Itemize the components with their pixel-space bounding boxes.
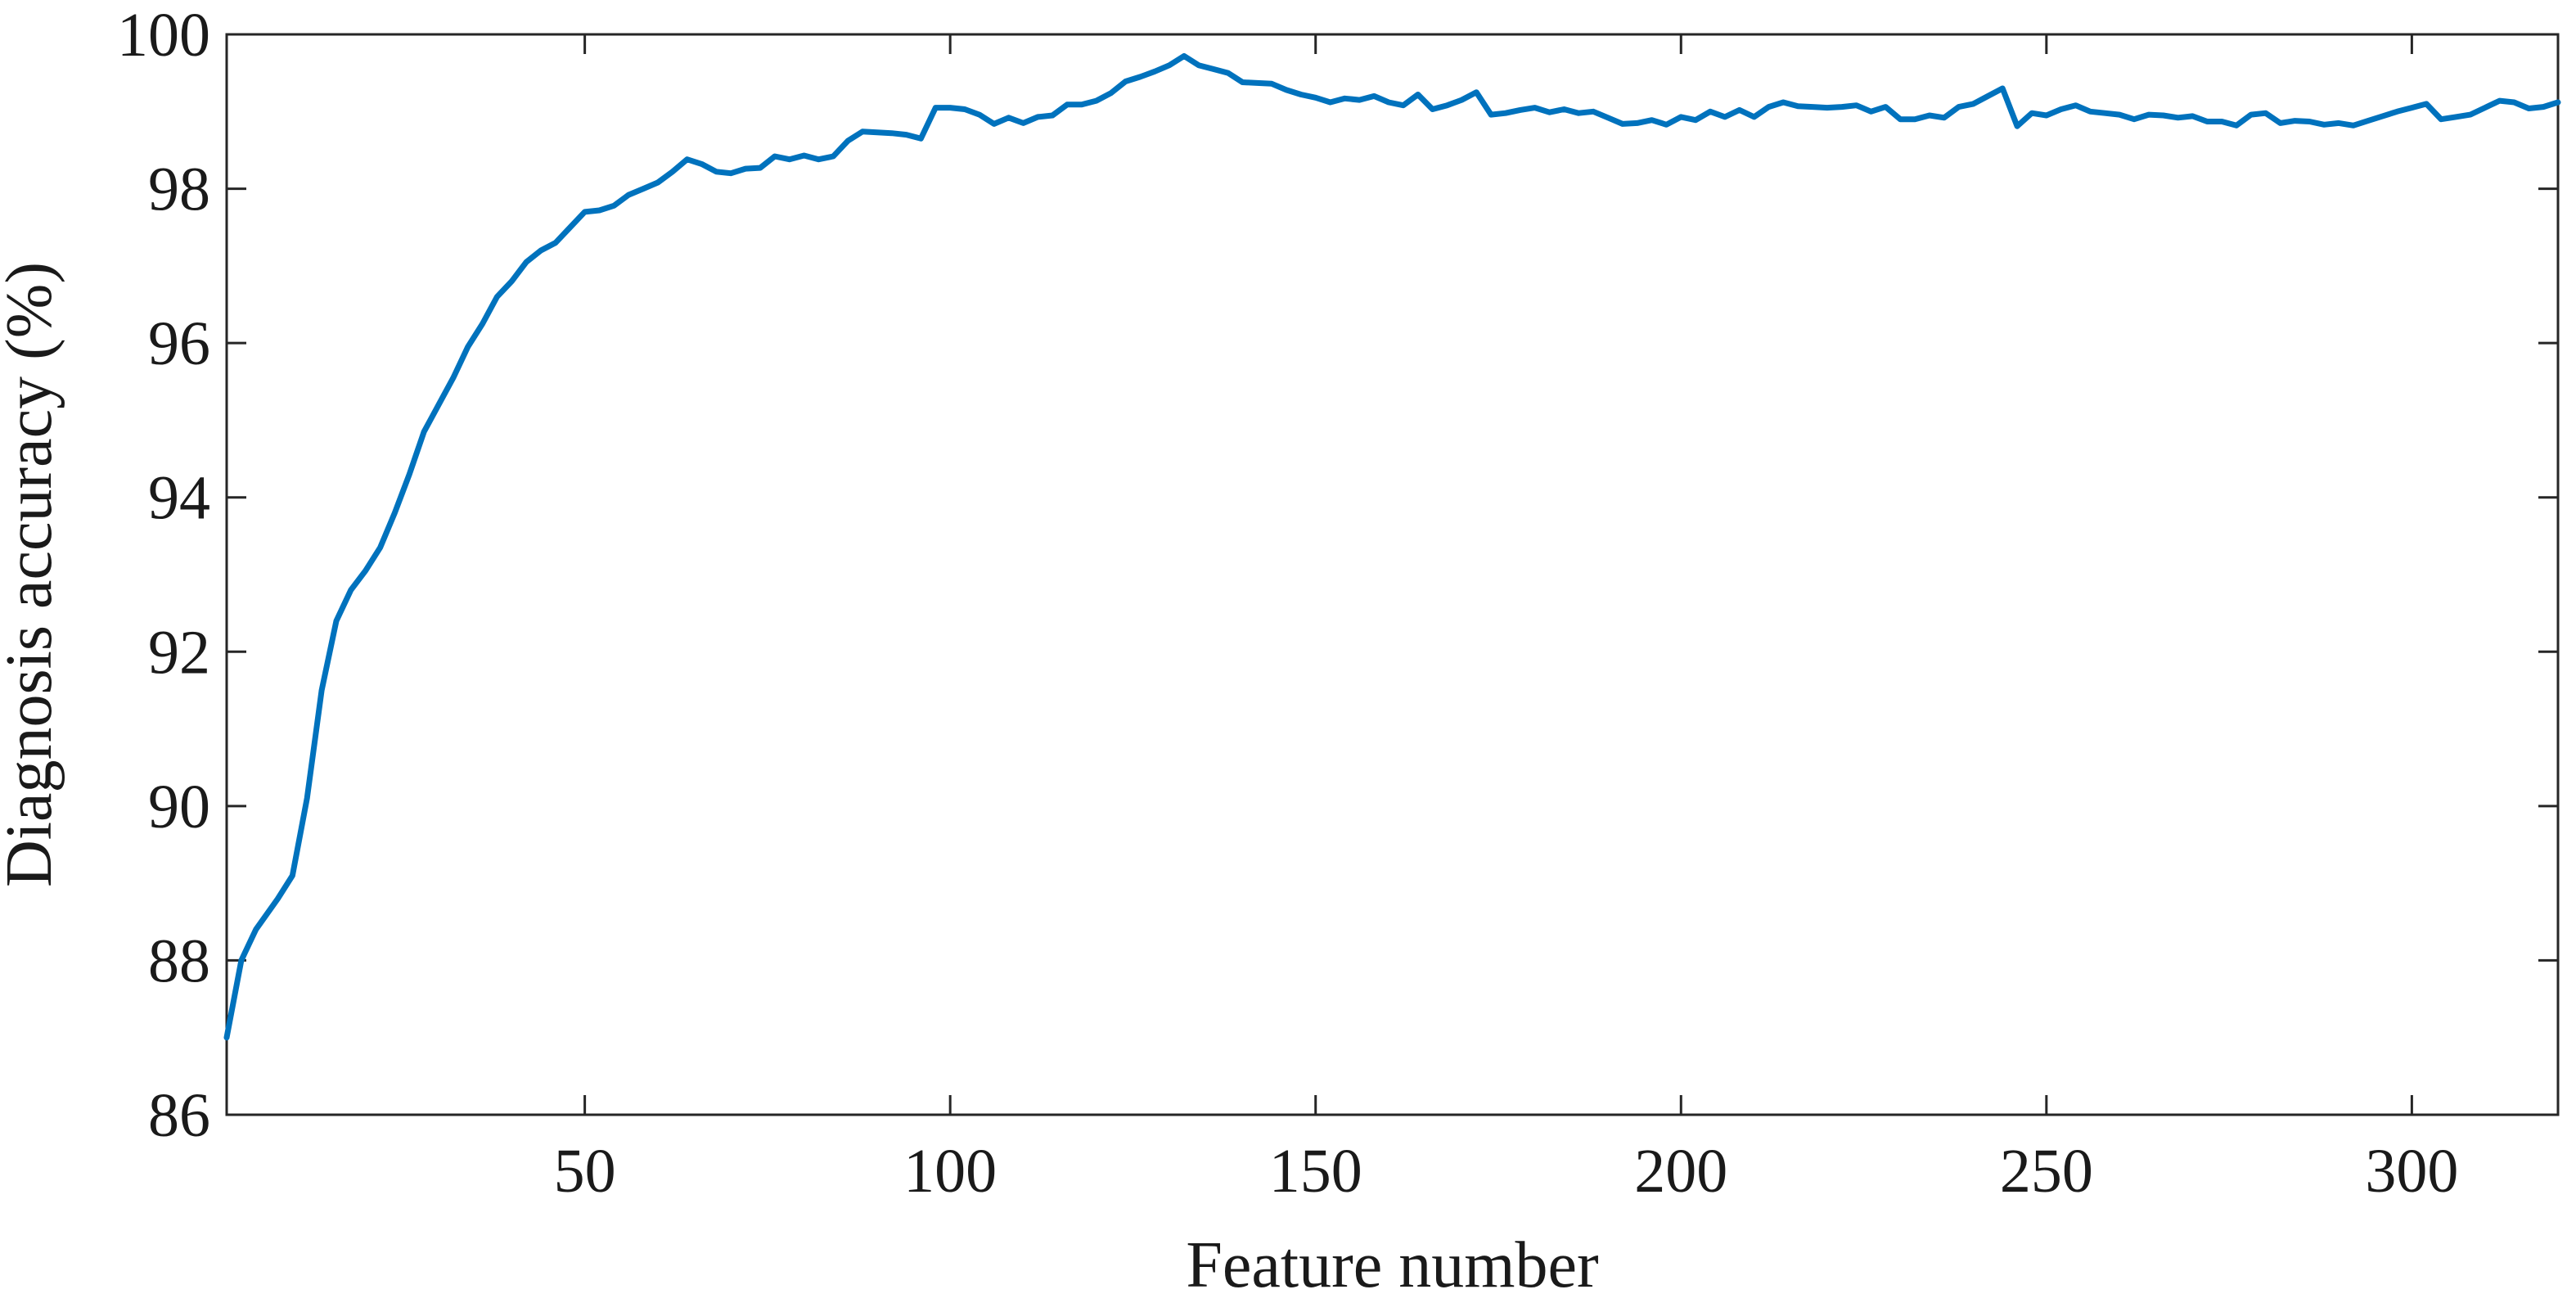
- x-tick-label: 300: [2365, 1137, 2458, 1206]
- y-tick-label: 90: [148, 773, 210, 841]
- x-tick-label: 250: [2000, 1137, 2093, 1206]
- x-axis-label: Feature number: [1186, 1229, 1598, 1301]
- y-tick-label: 86: [148, 1081, 210, 1150]
- accuracy-series-line: [223, 52, 2561, 1041]
- x-tick-label: 100: [903, 1137, 997, 1206]
- y-tick-label: 96: [148, 309, 210, 378]
- x-axis-ticks: 50 100 150 200 250 300: [554, 34, 2458, 1206]
- x-tick-label: 150: [1269, 1137, 1362, 1206]
- y-axis-label: Diagnosis accuracy (%): [0, 262, 65, 887]
- y-tick-label: 94: [148, 464, 210, 533]
- x-tick-label: 50: [554, 1137, 616, 1206]
- y-axis-ticks: 86 88 90 92 94 96 98 100: [117, 1, 2558, 1150]
- y-tick-label: 98: [148, 156, 210, 224]
- plot-area-frame: [225, 33, 2560, 1116]
- y-tick-label: 88: [148, 927, 210, 995]
- y-tick-label: 92: [148, 618, 210, 687]
- y-tick-label: 100: [117, 1, 210, 70]
- x-tick-label: 200: [1634, 1137, 1727, 1206]
